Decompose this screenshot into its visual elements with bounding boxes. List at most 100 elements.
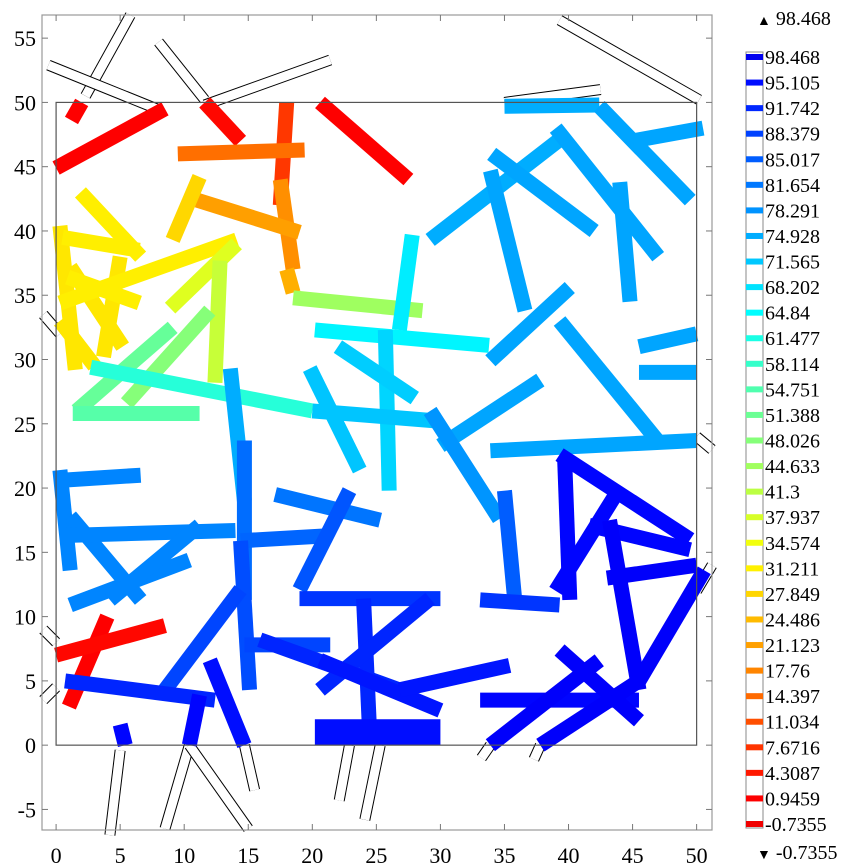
fracture <box>496 489 523 601</box>
x-tick-label: 40 <box>558 843 580 868</box>
legend-level-label: 7.6716 <box>765 737 820 759</box>
legend-level-swatch <box>746 590 763 597</box>
x-tick-label: 35 <box>493 843 515 868</box>
inactive-fracture <box>477 742 495 761</box>
fracture <box>549 123 665 262</box>
y-tick-label: 10 <box>14 605 36 630</box>
legend-level-label: 21.123 <box>765 635 820 657</box>
legend-level-swatch <box>746 105 763 112</box>
legend-level-swatch <box>746 642 763 649</box>
fracture <box>315 96 414 186</box>
fracture <box>53 316 101 371</box>
legend-level-label: 24.486 <box>765 609 820 631</box>
fracture <box>61 229 141 258</box>
fracture <box>65 270 142 311</box>
fracture <box>181 693 207 747</box>
legend-level-label: 85.017 <box>765 149 820 171</box>
fracture <box>555 448 695 546</box>
inactive-fracture <box>105 749 125 836</box>
inactive-fracture <box>529 743 545 762</box>
x-tick-label: 25 <box>365 843 387 868</box>
fracture <box>64 673 216 708</box>
max-value-label: ▲ 98.468 <box>757 8 831 30</box>
fracture <box>62 613 115 710</box>
y-tick-label: -5 <box>18 797 36 822</box>
y-tick-label: 50 <box>14 90 36 115</box>
inactive-fracture <box>360 744 385 821</box>
x-tick-label: 45 <box>622 843 644 868</box>
legend-level-label: 48.026 <box>765 431 820 453</box>
legend-level-swatch <box>746 156 763 163</box>
fracture <box>165 174 207 243</box>
legend-level-label: 81.654 <box>765 175 820 197</box>
y-tick-label: 40 <box>14 219 36 244</box>
y-tick-label: 25 <box>14 412 36 437</box>
legend-level-label: 4.3087 <box>765 763 820 785</box>
legend-level-swatch <box>746 514 763 521</box>
inactive-fracture <box>40 626 60 646</box>
fracture <box>490 433 698 459</box>
fracture <box>423 406 506 523</box>
legend-level-swatch <box>746 284 763 291</box>
color-legend: ▲ 98.468 ▼ -0.7355 98.468 95.105 91.742 88.… <box>745 8 838 864</box>
y-tick-label: 55 <box>14 26 36 51</box>
legend-level-swatch <box>746 437 763 444</box>
fracture <box>605 557 698 586</box>
legend-level-swatch <box>746 693 763 700</box>
legend-level-swatch <box>746 488 763 495</box>
legend-level-label: 71.565 <box>765 252 820 274</box>
inactive-fracture <box>160 743 194 830</box>
legend-level-label: 14.397 <box>765 686 820 708</box>
fracture <box>593 101 696 206</box>
fracture <box>54 618 167 663</box>
fracture <box>483 168 533 313</box>
fracture <box>199 97 247 147</box>
legend-level-label: 88.379 <box>765 124 820 146</box>
fracture <box>536 674 644 752</box>
legend-level-label: 44.633 <box>765 456 820 478</box>
legend-level-label: 78.291 <box>765 200 820 222</box>
fracture <box>356 598 378 741</box>
fracture <box>504 97 600 114</box>
legend-level-label: 27.849 <box>765 584 820 606</box>
y-tick-label: 5 <box>25 669 36 694</box>
legend-level-swatch <box>746 667 763 674</box>
fracture <box>554 644 644 727</box>
fracture <box>391 233 420 331</box>
fracture <box>194 192 302 240</box>
legend-level-swatch <box>746 335 763 342</box>
fracture <box>59 467 142 488</box>
legend-level-swatch <box>746 821 763 827</box>
x-tick-label: 10 <box>173 843 195 868</box>
inactive-fracture <box>203 55 332 110</box>
legend-level-label: 68.202 <box>765 277 820 299</box>
fracture <box>487 147 599 237</box>
x-axis: 0 5 10 15 20 25 30 35 40 45 50 <box>51 15 708 868</box>
legend-level-label: 91.742 <box>765 98 820 120</box>
legend-level-label: 11.034 <box>765 712 819 734</box>
inactive-fracture <box>557 16 702 104</box>
fracture <box>207 260 228 383</box>
legend-level-label: 0.9459 <box>765 788 820 810</box>
fracture <box>59 522 236 544</box>
legend-levels: 98.468 95.105 91.742 88.379 85.017 81.654 78.2… <box>746 47 827 836</box>
fracture <box>89 359 314 419</box>
inactive-fracture <box>185 742 252 832</box>
y-tick-label: 35 <box>14 283 36 308</box>
fracture <box>602 518 647 692</box>
legend-level-swatch <box>746 207 763 214</box>
y-axis: -5 0 5 10 15 20 25 30 35 40 45 50 55 <box>14 26 712 822</box>
fracture <box>233 540 258 691</box>
legend-level-swatch <box>746 258 763 265</box>
fracture <box>112 722 133 747</box>
legend-level-swatch <box>746 54 763 60</box>
legend-level-label: 61.477 <box>765 328 820 350</box>
legend-level-label: 51.388 <box>765 405 820 427</box>
fracture <box>105 519 205 606</box>
legend-level-label: 31.211 <box>765 558 819 580</box>
legend-level-swatch <box>746 795 763 802</box>
legend-level-swatch <box>746 616 763 623</box>
legend-level-swatch <box>746 463 763 470</box>
y-tick-label: 0 <box>25 733 36 758</box>
